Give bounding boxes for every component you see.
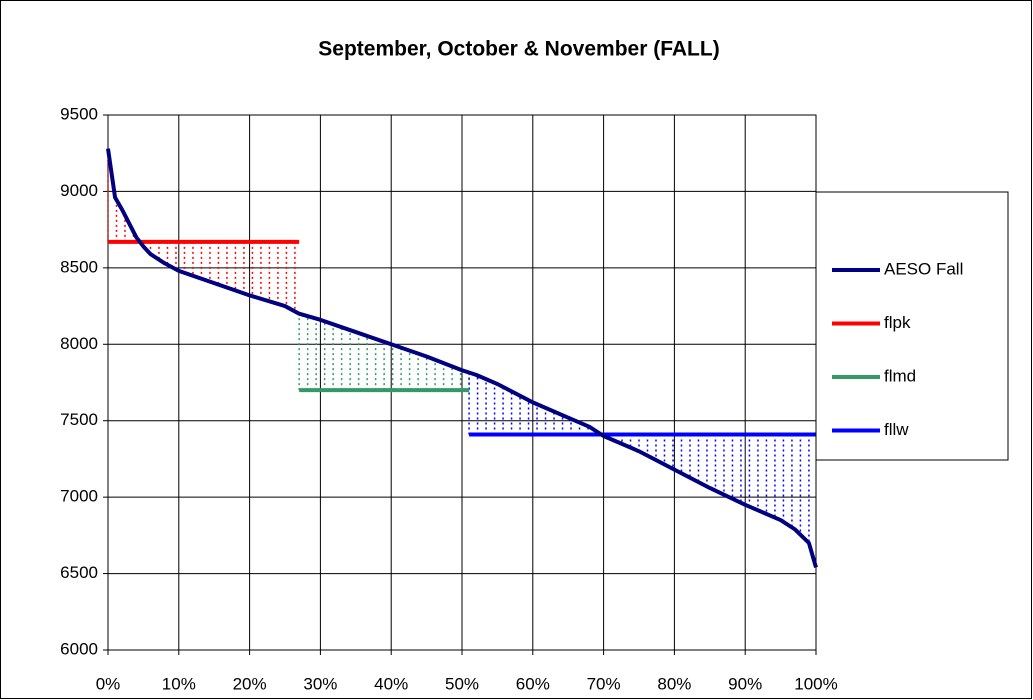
y-tick-label: 8000 [60,334,98,353]
x-tick-label: 70% [587,674,621,693]
x-tick-label: 10% [162,674,196,693]
x-tick-label: 0% [96,674,121,693]
x-tick-label: 60% [516,674,550,693]
legend-label: fllw [884,420,909,439]
x-tick-label: 50% [445,674,479,693]
y-tick-label: 6500 [60,563,98,582]
y-tick-label: 9000 [60,181,98,200]
chart-title: September, October & November (FALL) [318,38,719,61]
legend-label: AESO Fall [884,259,963,278]
x-tick-label: 100% [794,674,837,693]
y-tick-label: 7000 [60,487,98,506]
x-tick-label: 80% [657,674,691,693]
y-tick-label: 6000 [60,639,98,658]
y-tick-label: 8500 [60,257,98,276]
series-line [106,148,818,569]
y-tick-label: 7500 [60,410,98,429]
y-tick-label: 9500 [60,104,98,123]
legend-label: flmd [884,366,916,385]
x-tick-label: 20% [233,674,267,693]
x-tick-label: 30% [303,674,337,693]
x-tick-label: 40% [374,674,408,693]
legend-label: flpk [884,313,911,332]
x-tick-label: 90% [728,674,762,693]
legend-box [815,191,1009,461]
